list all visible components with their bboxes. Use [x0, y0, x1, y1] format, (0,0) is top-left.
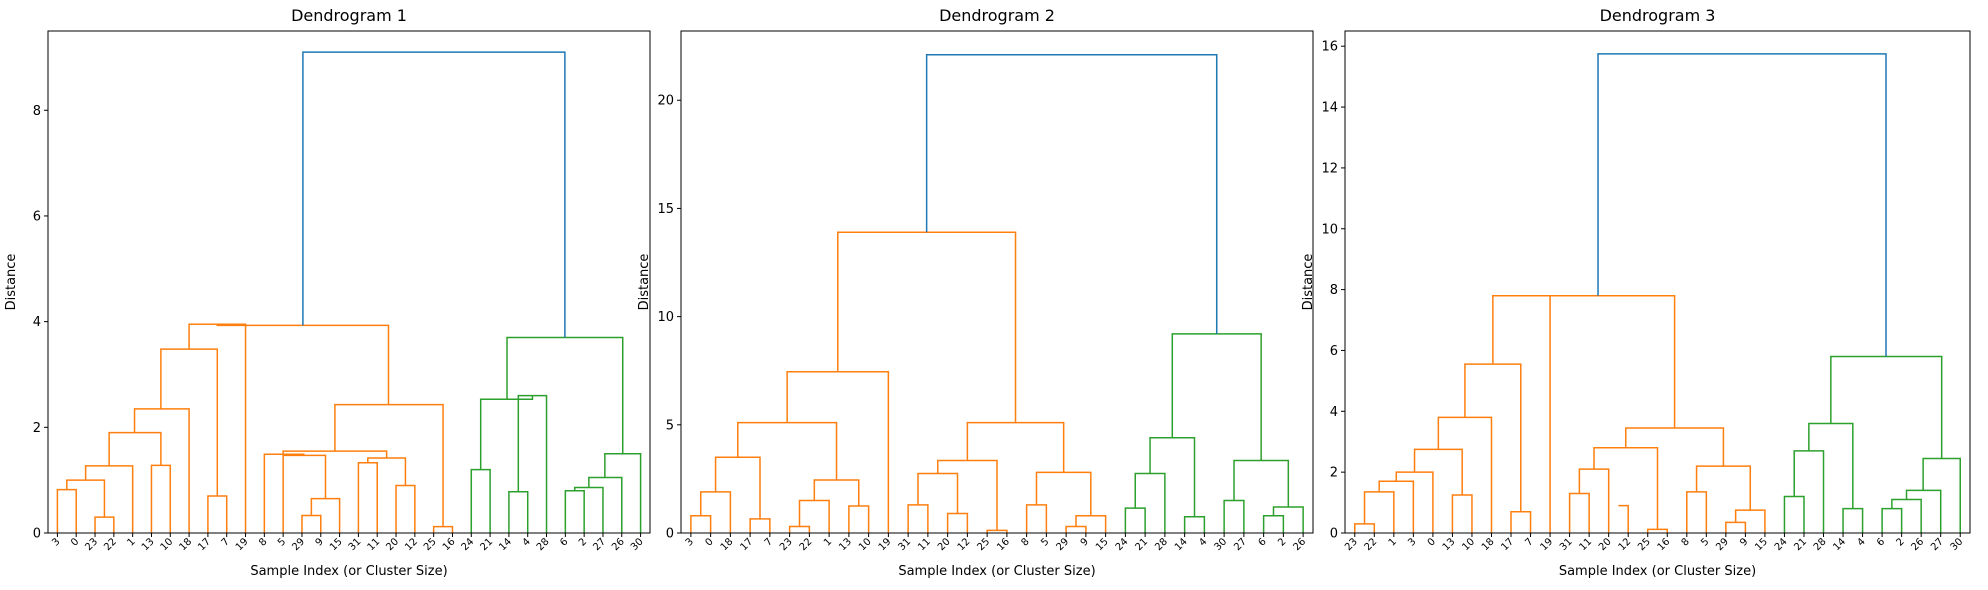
dendrogram-link [1451, 494, 1473, 533]
dendrogram-link [937, 459, 998, 531]
x-axis-label: Sample Index (or Cluster Size) [250, 564, 447, 579]
dendrogram-link [604, 452, 642, 533]
dendrogram-link [966, 421, 1065, 473]
dendrogram-link [1025, 504, 1048, 533]
dendrogram-link [1354, 523, 1376, 533]
y-tick-label: 2 [33, 421, 41, 436]
dendrogram-link [917, 472, 959, 514]
y-tick-label: 0 [33, 527, 41, 542]
dendrogram-link [1262, 514, 1285, 533]
dendrogram-link [837, 231, 1017, 423]
chart-title: Dendrogram 1 [291, 6, 407, 25]
y-tick-label: 12 [1321, 161, 1338, 176]
y-tick-label: 16 [1321, 40, 1338, 55]
dendrogram-link [1618, 504, 1629, 533]
y-tick-label: 10 [657, 310, 674, 325]
plot-frame [1344, 30, 1971, 534]
dendrogram-link [1075, 514, 1107, 533]
dendrogram-link [737, 421, 838, 480]
dendrogram-link [1035, 471, 1092, 516]
dendrogram-link [1783, 495, 1805, 533]
y-tick-label: 20 [657, 94, 674, 109]
y-tick-label: 15 [657, 202, 674, 217]
dendrogram-links [56, 51, 642, 533]
y-axis-label: Distance [637, 254, 652, 311]
y-tick-label: 4 [1330, 405, 1338, 420]
dendrogram-link [574, 486, 604, 533]
chart-title: Dendrogram 2 [939, 6, 1055, 25]
dendrogram-links [1354, 53, 1961, 533]
y-axis-label: Distance [4, 254, 19, 311]
y-tick-label: 8 [33, 104, 41, 119]
dendrogram-link [1183, 516, 1206, 533]
dendrogram-link [907, 504, 929, 533]
dendrogram-link [302, 51, 566, 338]
dendrogram-link [84, 465, 134, 533]
y-tick-label: 0 [666, 527, 674, 542]
dendrogram-link [216, 324, 390, 405]
dendrogram-links [690, 54, 1304, 533]
dendrogram-link [1695, 465, 1752, 511]
dendrogram-link [700, 491, 732, 533]
plot-frame [680, 30, 1314, 534]
dendrogram-2-panel: Dendrogram 2 Sample Index (or Cluster Si… [637, 6, 1314, 579]
y-tick-label: 14 [1321, 101, 1338, 116]
dendrogram-link [946, 512, 969, 533]
dendrogram-link [1597, 53, 1887, 357]
y-tick-label: 10 [1321, 222, 1338, 237]
dendrogram-link [1134, 472, 1166, 533]
plot-frame [47, 30, 651, 534]
dendrogram-link [588, 476, 623, 533]
dendrogram-link [690, 514, 712, 533]
dendrogram-link [263, 453, 305, 533]
dendrogram-link [788, 525, 811, 533]
dendrogram-link [1065, 525, 1087, 533]
y-tick-label: 2 [1330, 466, 1338, 481]
dendrogram-link [66, 479, 106, 518]
chart-title: Dendrogram 3 [1600, 6, 1716, 25]
y-tick-label: 4 [33, 315, 41, 330]
y-tick-label: 6 [33, 209, 41, 224]
dendrogram-link [1395, 471, 1434, 533]
dendrogram-link [1378, 480, 1415, 533]
dendrogram-link [1922, 457, 1961, 533]
y-tick-label: 8 [1330, 283, 1338, 298]
x-axis-label: Sample Index (or Cluster Size) [898, 564, 1095, 579]
dendrogram-link [925, 54, 1218, 334]
dendrogram-link [207, 495, 228, 533]
dendrogram-3-panel: Dendrogram 3 Sample Index (or Cluster Si… [1301, 6, 1971, 579]
dendrogram-1-panel: Dendrogram 1 Sample Index (or Cluster Si… [4, 6, 651, 579]
dendrogram-link [1734, 509, 1766, 533]
x-axis-label: Sample Index (or Cluster Size) [1559, 564, 1756, 579]
y-tick-label: 6 [1330, 344, 1338, 359]
y-axis-label: Distance [1301, 254, 1316, 311]
y-tick-label: 0 [1330, 527, 1338, 542]
dendrogram-link [432, 525, 454, 533]
dendrogram-link [310, 497, 341, 533]
dendrogram-link [1842, 507, 1864, 533]
dendrogram-link [334, 403, 444, 527]
dendrogram-link [1793, 450, 1825, 533]
dendrogram-link [133, 408, 190, 533]
dendrogram-link [1808, 422, 1854, 509]
dendrogram-link [848, 505, 870, 533]
dendrogram-link [1725, 521, 1747, 533]
dendrogram-link [282, 450, 388, 458]
y-tick-label: 5 [666, 418, 674, 433]
dendrogram-link [1521, 294, 1676, 429]
dendrogram-link [1437, 416, 1493, 533]
dendrogram-link [1233, 459, 1290, 508]
dendrogram-link [1881, 507, 1903, 533]
